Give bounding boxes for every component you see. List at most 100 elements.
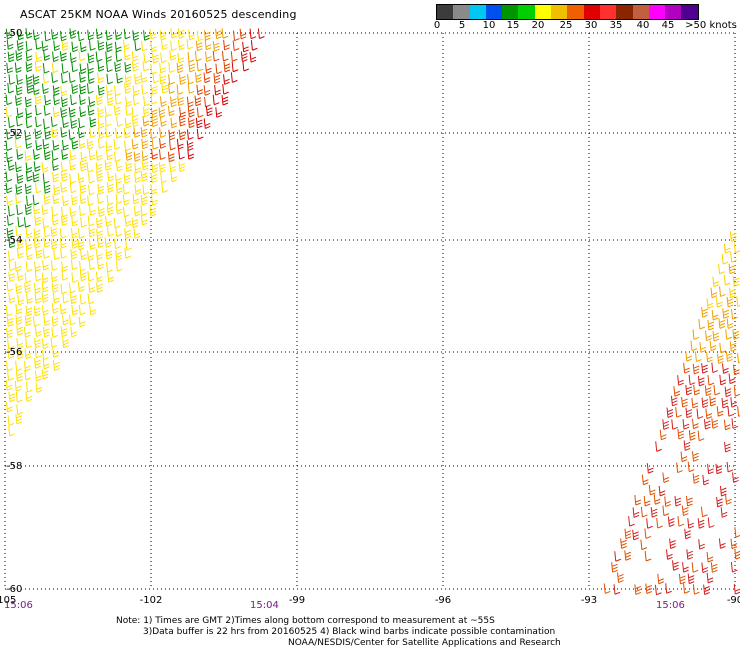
wind-barb: [24, 369, 31, 381]
wind-barb: [42, 259, 49, 271]
wind-barb: [60, 85, 68, 97]
wind-barb: [659, 429, 667, 441]
wind-barb: [34, 270, 42, 282]
wind-barb: [115, 193, 123, 205]
wind-barb: [60, 248, 67, 259]
wind-barb: [687, 518, 694, 529]
wind-barb: [62, 140, 69, 151]
wind-barb: [87, 195, 94, 206]
wind-barb: [96, 228, 103, 240]
wind-barb: [640, 506, 648, 518]
wind-barb: [97, 138, 105, 149]
wind-barb: [61, 270, 69, 281]
wind-barb: [5, 182, 13, 194]
wind-barb: [151, 139, 159, 150]
wind-barb: [195, 117, 203, 129]
wind-barb: [6, 62, 13, 74]
wind-barb: [53, 40, 60, 52]
wind-barb: [87, 215, 95, 227]
wind-barb: [124, 83, 131, 94]
wind-barb: [79, 83, 86, 95]
cbar-label: 40: [636, 20, 650, 31]
wind-barb: [7, 348, 15, 359]
wind-barb: [25, 40, 33, 52]
wind-barb: [170, 96, 177, 108]
wind-barb: [34, 326, 42, 337]
wind-barb: [634, 584, 642, 595]
wind-barb: [32, 194, 40, 206]
wind-barb: [51, 282, 59, 293]
wind-barb: [212, 41, 220, 52]
wind-barb: [44, 95, 51, 106]
wind-barb: [34, 370, 42, 382]
note-line-1: Note: 1) Times are GMT 2)Times along bot…: [116, 616, 495, 626]
wind-barb: [123, 173, 131, 184]
wind-barb: [169, 139, 176, 151]
wind-barb: [242, 41, 249, 53]
wind-barb: [32, 84, 40, 96]
wind-barb: [70, 326, 77, 338]
wind-barb: [115, 226, 122, 237]
wind-barb: [718, 538, 726, 549]
wind-barb: [114, 41, 122, 53]
wind-barb: [114, 94, 122, 105]
wind-barb: [69, 159, 76, 171]
wind-barb: [25, 381, 33, 393]
wind-barb: [32, 74, 40, 85]
wind-barb: [88, 96, 96, 107]
wind-barb: [704, 385, 712, 397]
wind-barb: [141, 40, 148, 52]
lat-label: -50: [6, 28, 22, 39]
wind-barb: [124, 74, 132, 86]
wind-barb: [87, 63, 94, 74]
wind-barb: [34, 337, 41, 349]
wind-barb: [733, 242, 740, 254]
wind-barb: [69, 173, 76, 184]
wind-barb: [230, 51, 238, 62]
wind-barb: [51, 29, 58, 40]
wind-barb: [42, 358, 50, 370]
wind-barb: [89, 127, 96, 139]
wind-barb: [719, 374, 726, 386]
wind-barb: [646, 463, 654, 474]
wind-barb: [115, 261, 123, 272]
wind-barb: [77, 281, 85, 292]
wind-barb: [35, 182, 42, 194]
wind-barb: [712, 331, 720, 342]
wind-barb: [69, 182, 77, 194]
wind-barb: [131, 139, 139, 150]
wind-barb: [51, 160, 59, 171]
wind-barb: [95, 28, 103, 40]
wind-barb: [151, 162, 158, 174]
wind-barb: [16, 270, 24, 282]
wind-barb: [723, 274, 731, 286]
wind-barb: [624, 528, 632, 540]
wind-barb: [24, 282, 31, 294]
wind-barb: [686, 495, 693, 507]
wind-barb: [115, 51, 123, 62]
wind-barb: [33, 282, 41, 294]
wind-barb: [104, 106, 112, 117]
wind-barb: [732, 329, 740, 340]
wind-barb: [33, 228, 41, 239]
wind-barb: [42, 173, 50, 184]
wind-barb: [662, 419, 669, 430]
wind-barb: [6, 39, 14, 50]
wind-barb: [179, 74, 186, 85]
wind-barb: [214, 84, 221, 96]
wind-barb: [690, 340, 698, 352]
wind-barb: [16, 173, 24, 184]
wind-barb: [150, 184, 158, 195]
wind-barb: [113, 139, 121, 150]
wind-barb: [632, 507, 640, 518]
wind-barb: [15, 184, 23, 195]
wind-barb: [87, 73, 95, 84]
wind-barb: [704, 330, 712, 342]
wind-barb: [69, 314, 76, 326]
wind-barb: [653, 494, 661, 505]
wind-barb: [32, 316, 40, 327]
wind-barb: [694, 351, 702, 363]
wind-barb: [160, 39, 168, 50]
cbar-label: 10: [482, 20, 496, 31]
